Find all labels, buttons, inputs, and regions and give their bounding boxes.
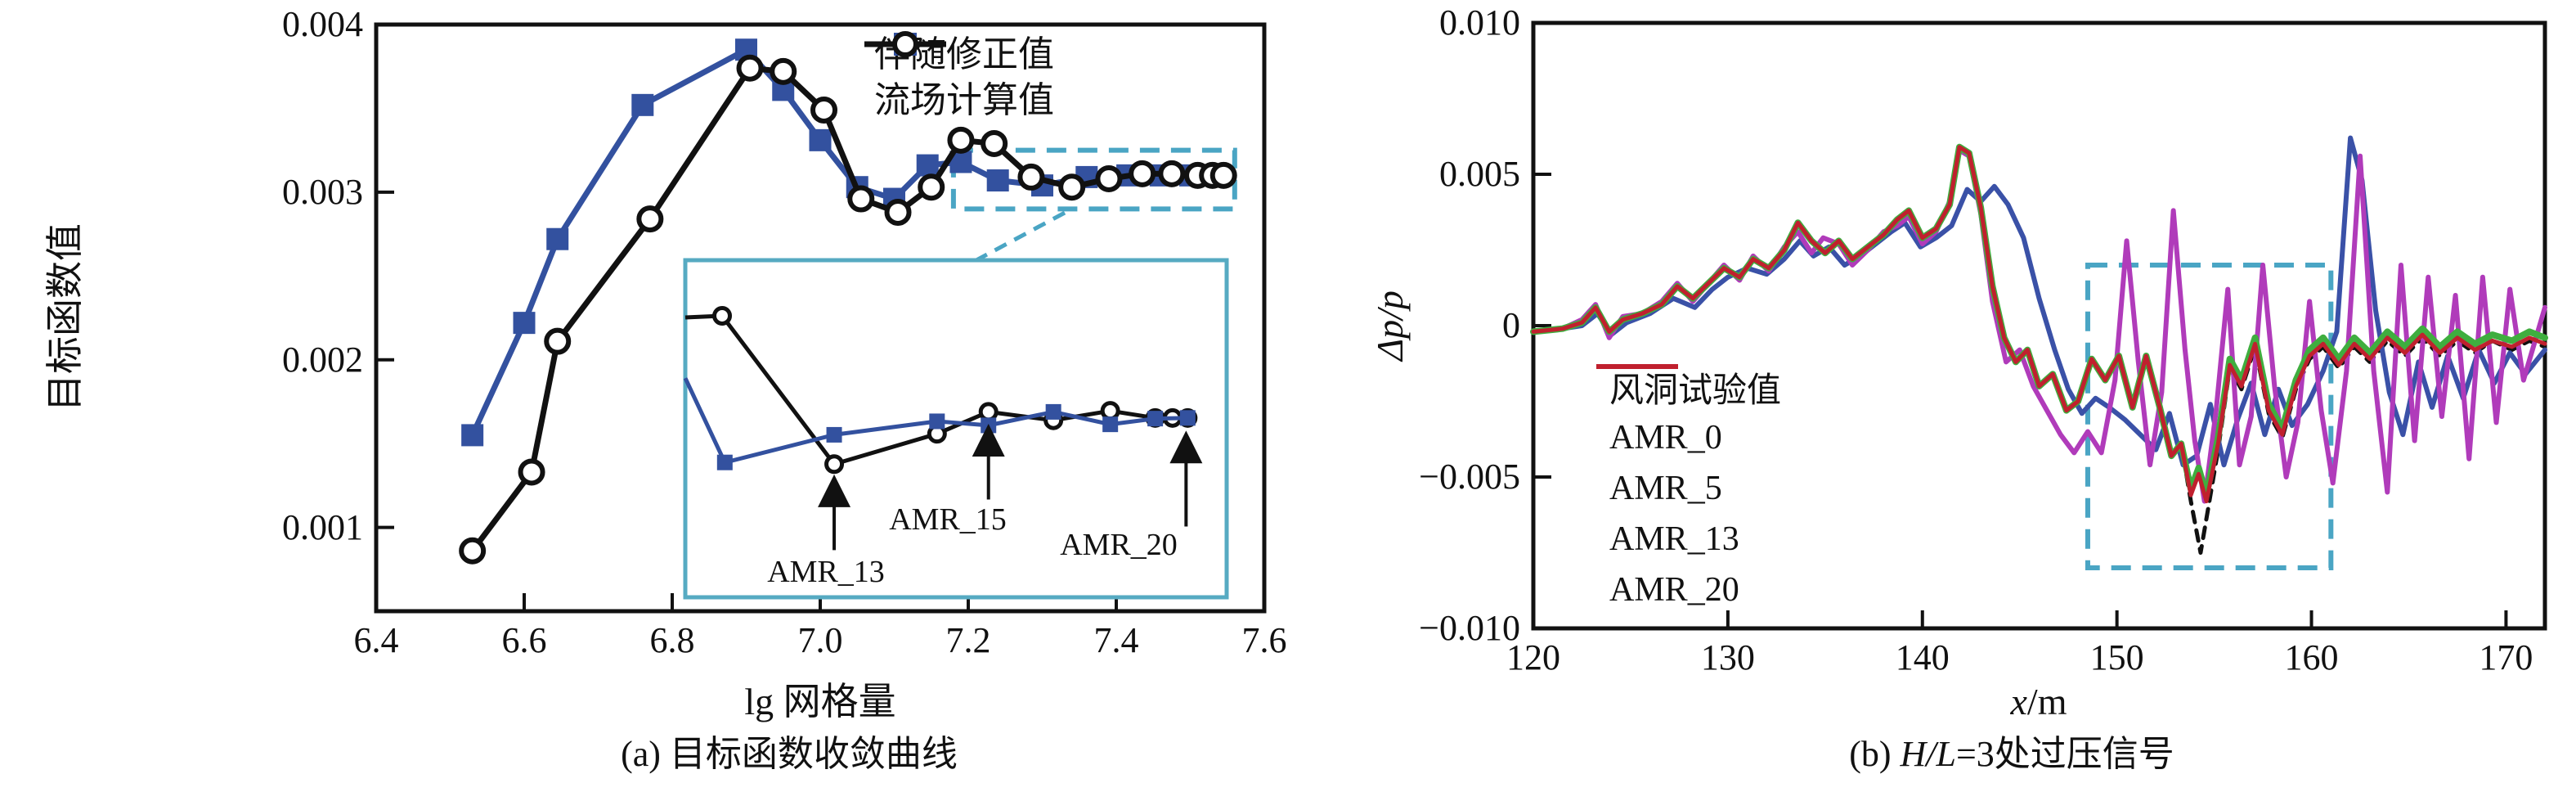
circle-marker [981,129,1008,157]
square-marker [631,93,654,116]
legend-label: AMR_5 [1609,470,1722,507]
square-marker [1045,403,1061,420]
x-tick-label: 7.2 [945,620,991,660]
y-tick-label: 0.003 [282,171,363,212]
x-tick-label: 140 [1895,637,1950,677]
y-tick-label: 0.005 [1439,154,1520,194]
left-caption-text: 目标函数收敛曲线 [669,734,958,774]
right-x-axis-label-unit: /m [2026,681,2067,722]
legend-label: AMR_20 [1609,571,1739,609]
circle-marker [824,454,845,475]
circle-marker [770,57,797,85]
y-tick-label: 0.001 [282,506,363,547]
circle-marker [918,173,945,201]
right-x-axis-label: x/m [2011,683,2067,721]
y-tick-label: 0.010 [1439,2,1520,43]
legend-label: 流场计算值 [874,80,1054,120]
circle-marker [636,205,664,233]
circle-marker [847,185,875,213]
black-circle-line-swatch [864,31,946,57]
legend-item-amr0: AMR_0 [1596,364,1781,463]
legend-label: 风洞试验值 [1609,371,1782,410]
y-tick-label: −0.005 [1419,457,1520,497]
square-marker [929,413,945,430]
zoom-connector-line [975,210,1066,263]
circle-marker [1209,161,1237,189]
y-tick-label: 0 [1502,305,1520,345]
square-marker [826,426,842,443]
circle-marker [712,305,733,326]
legend-item-amr5: AMR_5 [1596,364,1781,514]
circle-marker [459,537,487,565]
inset-annotation-amr13: AMR_13 [767,555,885,589]
right-y-axis-label: Δp/p [1369,290,1411,361]
x-tick-label: 6.6 [501,620,547,660]
inset-annotation-amr15: AMR_15 [889,502,1007,537]
right-caption-text: =3处过压信号 [1955,734,2174,774]
zoom-region-box [2085,263,2334,570]
circle-marker [736,54,764,82]
left-x-axis-label: lg 网格量 [744,681,896,722]
red-line-swatch [1596,364,1678,369]
legend-label: AMR_13 [1609,520,1739,558]
right-caption-ratio: H/L [1900,734,1956,774]
inset-plot [683,258,1229,600]
square-marker [809,128,832,151]
square-marker [916,154,939,177]
left-caption: (a) 目标函数收敛曲线 [621,736,958,772]
circle-marker [1100,401,1120,421]
right-x-axis-label-symbol: x [2010,681,2027,722]
circle-marker [947,126,975,154]
square-marker [546,227,569,250]
circle-marker [1058,173,1086,201]
series-line-AMR_20 [1531,145,2547,504]
circle-marker [1158,160,1186,187]
y-tick-label: 0.002 [282,339,363,380]
square-marker [1147,411,1164,427]
circle-marker [810,96,838,124]
x-tick-label: 130 [1700,637,1755,677]
square-marker [986,169,1009,192]
circle-marker [978,402,999,422]
legend-label: AMR_0 [1609,419,1722,457]
square-marker [1102,416,1119,433]
circle-marker [1017,163,1045,191]
x-tick-label: 150 [2089,637,2144,677]
legend-item-flowfield: 流场计算值 [863,31,1054,120]
x-tick-label: 7.0 [797,620,843,660]
x-tick-label: 120 [1506,637,1560,677]
x-tick-label: 160 [2284,637,2339,677]
inset-annotation-amr20: AMR_20 [1060,528,1178,562]
circle-marker [544,327,572,355]
square-marker [1179,410,1196,426]
x-tick-label: 170 [2479,637,2533,677]
legend-item-amr13: AMR_13 [1596,364,1781,565]
right-legend: 风洞试验值 AMR_0 AMR_5 AMR_13 AMR_20 [1596,362,1781,615]
left-legend: 伴随修正值 流场计算值 [863,28,1054,120]
x-tick-label: 6.4 [353,620,399,660]
y-tick-label: −0.010 [1419,608,1520,648]
square-marker [513,312,536,335]
square-marker [461,424,484,447]
x-tick-label: 7.6 [1241,620,1287,660]
circle-marker [1129,160,1156,187]
circle-marker [1095,164,1123,192]
right-caption-index: (b) [1849,734,1901,774]
circle-marker [518,458,545,486]
left-y-axis-label: 目标函数值 [44,223,86,412]
left-caption-index: (a) [621,734,670,774]
x-tick-label: 6.8 [649,620,695,660]
square-marker [716,454,733,470]
zoom-region-box [950,147,1237,212]
circle-marker [884,198,912,226]
y-tick-label: 0.004 [282,4,363,44]
legend-item-amr20: AMR_20 [1596,364,1781,615]
right-caption: (b) H/L=3处过压信号 [1849,736,2174,772]
x-tick-label: 7.4 [1093,620,1139,660]
